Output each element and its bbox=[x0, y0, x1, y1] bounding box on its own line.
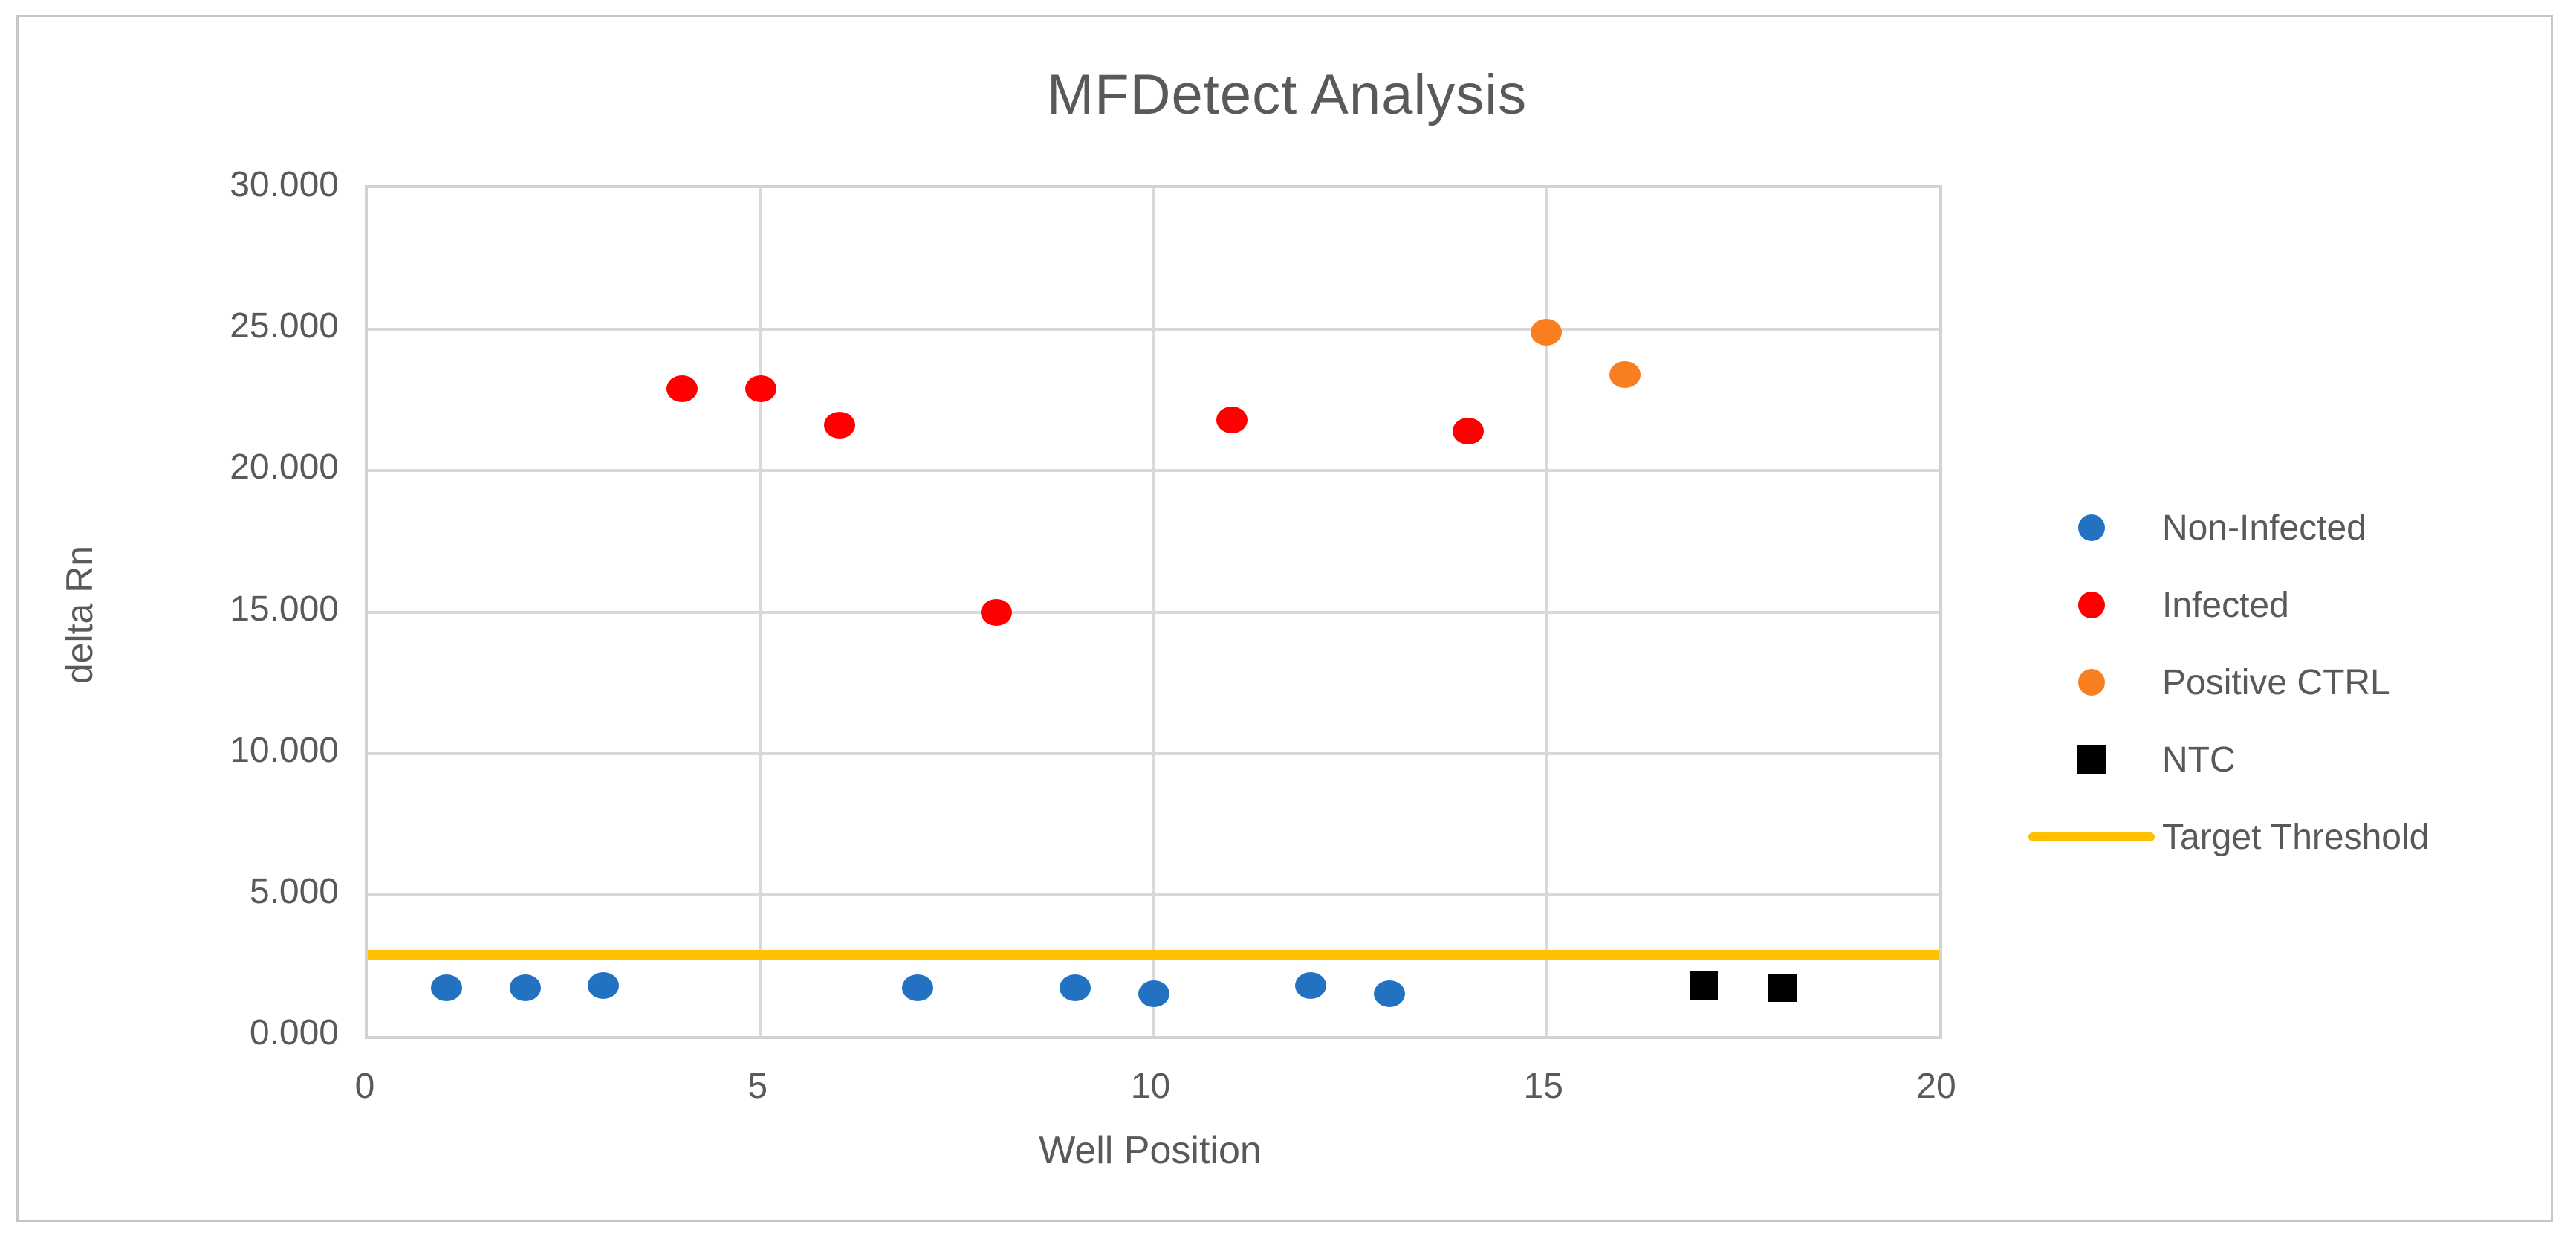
infected-point bbox=[981, 598, 1012, 626]
legend-item-non-infected: Non-Infected bbox=[2021, 489, 2429, 566]
x-tick-label: 0 bbox=[354, 1067, 375, 1106]
positive-ctrl-point bbox=[1531, 318, 1563, 346]
positive-ctrl-point bbox=[1609, 361, 1641, 389]
target-threshold-line bbox=[368, 949, 1939, 960]
non-infected-point bbox=[1295, 971, 1326, 999]
plot-area bbox=[365, 185, 1942, 1039]
y-tick-label: 25.000 bbox=[230, 306, 339, 346]
legend-item-infected: Infected bbox=[2021, 566, 2429, 644]
ntc-point bbox=[1768, 974, 1797, 1003]
y-tick-label: 10.000 bbox=[230, 730, 339, 770]
y-tick-label: 0.000 bbox=[249, 1013, 339, 1052]
vertical-gridline bbox=[759, 188, 762, 1036]
infected-point bbox=[666, 375, 698, 403]
legend-item-positive-ctrl: Positive CTRL bbox=[2021, 644, 2429, 721]
target-threshold-line-icon bbox=[2028, 832, 2155, 841]
y-tick-label: 20.000 bbox=[230, 447, 339, 488]
non-infected-marker-icon bbox=[2078, 514, 2105, 541]
non-infected-point bbox=[1138, 980, 1169, 1007]
infected-point bbox=[823, 412, 855, 439]
infected-marker-icon bbox=[2078, 592, 2105, 618]
positive-ctrl-marker-icon bbox=[2078, 669, 2105, 696]
legend-label: NTC bbox=[2162, 740, 2236, 780]
legend: Non-Infected Infected Positive CTRL NTC … bbox=[2021, 489, 2429, 876]
infected-point bbox=[1452, 418, 1484, 445]
legend-item-target-threshold: Target Threshold bbox=[2021, 798, 2429, 876]
x-axis-title: Well Position bbox=[1039, 1129, 1262, 1172]
vertical-gridline bbox=[1152, 188, 1155, 1036]
x-tick-label: 20 bbox=[1916, 1067, 1956, 1106]
x-tick-label: 15 bbox=[1523, 1067, 1563, 1106]
vertical-gridline bbox=[1545, 188, 1548, 1036]
infected-point bbox=[744, 375, 776, 403]
infected-point bbox=[1216, 406, 1248, 433]
y-tick-label: 15.000 bbox=[230, 589, 339, 629]
legend-label: Positive CTRL bbox=[2162, 662, 2390, 702]
y-tick-label: 30.000 bbox=[230, 165, 339, 204]
x-tick-label: 10 bbox=[1130, 1067, 1171, 1106]
non-infected-point bbox=[509, 974, 541, 1002]
legend-label: Target Threshold bbox=[2162, 817, 2430, 857]
y-axis-title: delta Rn bbox=[59, 545, 100, 685]
x-tick-label: 5 bbox=[747, 1067, 768, 1106]
y-tick-label: 5.000 bbox=[249, 871, 339, 911]
legend-label: Non-Infected bbox=[2162, 508, 2366, 548]
chart-title: MFDetect Analysis bbox=[1046, 63, 1528, 126]
non-infected-point bbox=[1373, 980, 1405, 1007]
legend-label: Infected bbox=[2162, 585, 2289, 625]
ntc-point bbox=[1689, 971, 1718, 1000]
non-infected-point bbox=[430, 974, 462, 1002]
non-infected-point bbox=[902, 974, 934, 1002]
non-infected-point bbox=[588, 971, 620, 999]
non-infected-point bbox=[1059, 974, 1091, 1002]
legend-item-ntc: NTC bbox=[2021, 721, 2429, 798]
ntc-marker-icon bbox=[2077, 745, 2106, 774]
